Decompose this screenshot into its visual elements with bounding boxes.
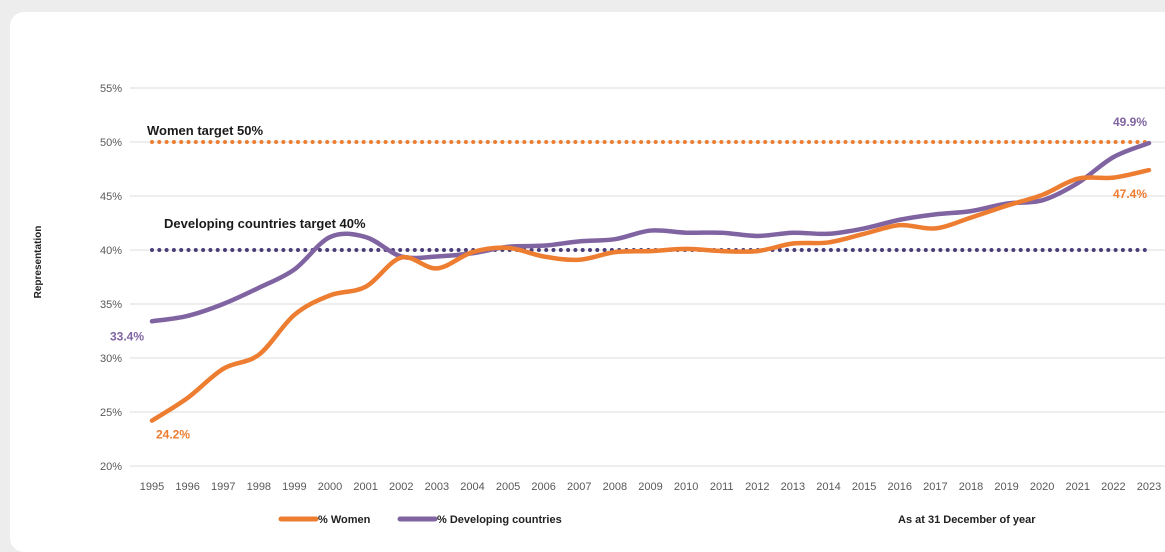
x-tick-label: 2008 — [603, 481, 627, 493]
x-tick-label: 2002 — [389, 481, 413, 493]
series-line-developing — [149, 140, 1152, 324]
x-tick-label: 2023 — [1137, 481, 1161, 493]
target-lines: Women target 50% Developing countries tar… — [147, 123, 1151, 252]
y-tick-label: 45% — [100, 191, 122, 203]
x-tick-label: 2001 — [353, 481, 377, 493]
x-tick-label: 2010 — [674, 481, 698, 493]
y-tick-label: 35% — [100, 299, 122, 311]
x-tick-label: 2004 — [460, 481, 484, 493]
x-tick-label: 2009 — [638, 481, 662, 493]
y-axis-ticks: 20% 25% 30% 35% 40% 45% 50% 55% — [100, 83, 122, 473]
y-tick-label: 50% — [100, 137, 122, 149]
x-tick-label: 2015 — [852, 481, 876, 493]
x-tick-label: 2007 — [567, 481, 591, 493]
y-tick-label: 25% — [100, 407, 122, 419]
x-tick-label: 2018 — [959, 481, 983, 493]
y-tick-label: 40% — [100, 245, 122, 257]
y-tick-label: 30% — [100, 353, 122, 365]
x-tick-label: 2017 — [923, 481, 947, 493]
series-line-women — [149, 167, 1152, 423]
x-tick-label: 2019 — [994, 481, 1018, 493]
x-axis-ticks: 1995 1996 1997 1998 1999 2000 2001 2002 2003 2004… — [140, 481, 1161, 493]
y-tick-label: 55% — [100, 83, 122, 95]
legend-label-developing: % Developing countries — [437, 514, 562, 526]
data-labels: 24.2% 47.4% 33.4% 49.9% — [110, 115, 1147, 442]
y-axis-label: Representation — [33, 226, 44, 299]
data-label: 24.2% — [156, 428, 190, 442]
legend: % Women % Developing countries — [278, 514, 562, 526]
y-tick-label: 20% — [100, 461, 122, 473]
x-tick-label: 2022 — [1101, 481, 1125, 493]
x-tick-label: 1999 — [282, 481, 306, 493]
x-tick-label: 2005 — [496, 481, 520, 493]
x-tick-label: 1998 — [247, 481, 271, 493]
x-tick-label: 1995 — [140, 481, 164, 493]
data-label: 47.4% — [1113, 187, 1147, 201]
target-annotation: Developing countries target 40% — [164, 216, 366, 231]
x-tick-label: 2021 — [1066, 481, 1090, 493]
data-label: 33.4% — [110, 329, 144, 343]
x-tick-label: 2011 — [710, 481, 734, 493]
line-chart: 20%25%30%35%40%45%50%55% 1995 1996 1997 199… — [33, 83, 1165, 526]
x-tick-label: 1997 — [211, 481, 235, 493]
target-annotation: Women target 50% — [147, 123, 264, 138]
footnote: As at 31 December of year — [898, 514, 1036, 526]
x-tick-label: 2016 — [888, 481, 912, 493]
x-tick-label: 2003 — [425, 481, 449, 493]
x-tick-label: 2000 — [318, 481, 342, 493]
legend-label-women: % Women — [318, 514, 371, 526]
x-tick-label: 2020 — [1030, 481, 1054, 493]
x-tick-label: 2013 — [781, 481, 805, 493]
x-tick-label: 2012 — [745, 481, 769, 493]
x-tick-label: 2014 — [816, 481, 840, 493]
x-tick-label: 2006 — [531, 481, 555, 493]
x-tick-label: 1996 — [175, 481, 199, 493]
series-lines — [149, 140, 1152, 423]
chart-card: 20% 25% 30% 35% 40% 45% 50% 55% 1995 1996 1997 199… — [10, 12, 1165, 552]
data-label: 49.9% — [1113, 115, 1147, 129]
